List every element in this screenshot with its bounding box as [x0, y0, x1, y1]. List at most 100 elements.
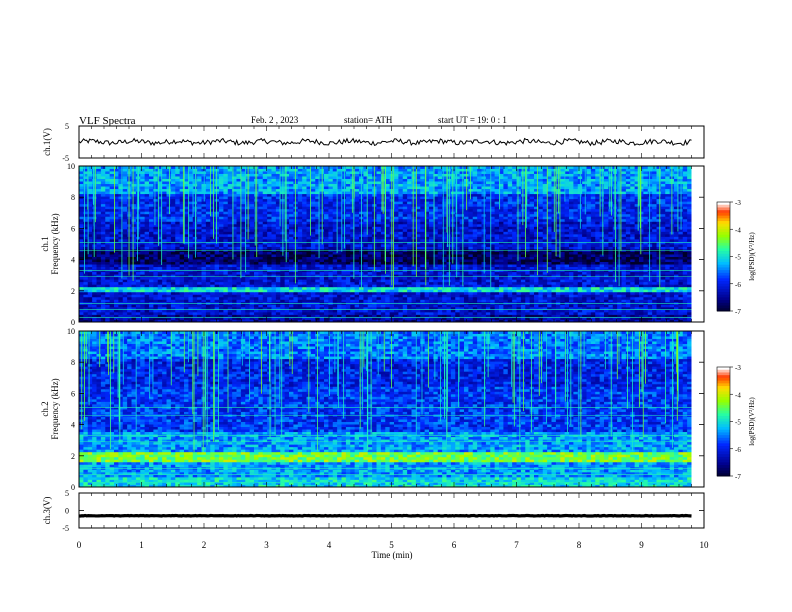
spectrogram-cell	[499, 266, 504, 270]
spectrogram-cell	[472, 276, 478, 280]
spectrogram-cell	[687, 254, 692, 257]
spectrogram-cell	[455, 311, 461, 315]
spectrogram-cell	[385, 276, 391, 280]
spectrogram-cell	[464, 304, 469, 308]
spectrogram-cell	[297, 246, 303, 250]
spectrogram-cell	[534, 304, 539, 308]
spectrogram-cell	[394, 284, 399, 288]
spectrogram-cell	[179, 276, 185, 280]
spectrogram-cell	[656, 261, 662, 265]
spectrogram-cell	[354, 286, 360, 290]
spectrogram-cell	[227, 284, 233, 288]
spectrogram-cell	[582, 238, 587, 242]
spectrogram-cell	[337, 304, 342, 308]
spectrogram-cell	[420, 266, 426, 270]
spectrogram-cell	[205, 314, 211, 318]
spectrogram-cell	[363, 244, 369, 247]
spectrogram-cell	[573, 296, 579, 300]
spectrogram-cell	[376, 264, 382, 268]
spectrogram-cell	[411, 241, 417, 245]
spectrogram-cell	[350, 259, 356, 263]
spectrogram-cell	[140, 264, 146, 268]
spectrogram-cell	[249, 233, 255, 237]
spectrogram-cell	[240, 311, 246, 315]
spectrogram-cell	[464, 286, 469, 290]
spectrogram-cell	[604, 266, 609, 270]
spectrogram-cell	[376, 241, 382, 245]
spectrogram-cell	[372, 304, 377, 308]
spectrogram-cell	[639, 236, 644, 240]
spectrogram-cell	[464, 299, 469, 303]
spectrogram-cell	[674, 286, 679, 290]
spectrogram-cell	[464, 236, 469, 240]
spectrogram-cell	[516, 264, 522, 268]
spectrogram-cell	[647, 266, 653, 270]
spectrogram-cell	[166, 311, 172, 315]
spectrogram-cell	[420, 251, 426, 255]
spectrogram-cell	[459, 264, 465, 268]
spectrogram-cell	[433, 246, 439, 250]
spectrogram-cell	[450, 271, 456, 275]
spectrogram-cell	[520, 284, 526, 288]
spectrogram-cell	[665, 314, 671, 318]
spectrogram-cell	[433, 236, 439, 240]
spectrogram-cell	[324, 309, 329, 313]
spectrogram-cell	[332, 306, 338, 310]
spectrogram-cell	[634, 238, 640, 242]
spectrogram-cell	[411, 271, 417, 275]
spectrogram-cell	[223, 259, 229, 263]
spectrogram-cell	[586, 311, 592, 315]
spectrogram-cell	[359, 309, 364, 313]
spectrogram-cell	[630, 279, 636, 283]
spectrogram-cell	[394, 304, 399, 308]
spectrogram-cell	[634, 281, 640, 285]
spectrogram-cell	[297, 274, 303, 278]
spectrogram-cell	[140, 294, 146, 298]
spectrogram-cell	[582, 246, 587, 250]
spectrogram-cell	[442, 294, 447, 298]
spectrogram-cell	[188, 254, 194, 257]
spectrogram-cell	[516, 291, 522, 295]
spectrogram-cell	[149, 233, 154, 237]
spectrogram-cell	[481, 314, 487, 318]
spectrogram-cell	[210, 314, 216, 318]
spectrogram-cell	[525, 304, 531, 308]
spectrogram-cell	[302, 271, 307, 275]
spectrogram-cell	[96, 284, 102, 288]
spectrogram-cell	[232, 299, 237, 303]
spectrogram-cell	[258, 294, 264, 298]
spectrogram-cell	[599, 281, 605, 285]
spectrogram-cell	[310, 316, 316, 320]
spectrogram-cell	[560, 238, 566, 242]
spectrogram-cell	[219, 291, 224, 295]
spectrogram-cell	[118, 259, 124, 263]
spectrogram-cell	[494, 244, 500, 247]
spectrogram-cell	[398, 309, 404, 313]
spectrogram-cell	[380, 236, 386, 240]
spectrogram-cell	[669, 286, 675, 290]
spectrogram-cell	[350, 306, 356, 310]
spectrogram-cell	[310, 244, 316, 247]
spectrogram-cell	[520, 236, 526, 240]
spectrogram-cell	[490, 266, 496, 270]
spectrogram-cell	[324, 311, 329, 315]
spectrogram-cell	[656, 306, 662, 310]
spectrogram-cell	[79, 291, 84, 295]
spectrogram-cell	[122, 256, 128, 260]
spectrogram-cell	[354, 271, 360, 275]
spectrogram-cell	[223, 256, 229, 260]
spectrogram-cell	[687, 286, 692, 290]
spectrogram-cell	[660, 311, 666, 315]
spectrogram-cell	[612, 311, 618, 315]
spectrogram-cell	[612, 284, 618, 288]
spectrogram-cell	[647, 254, 653, 257]
spectrogram-cell	[424, 294, 430, 298]
spectrogram-cell	[630, 246, 636, 250]
spectrogram-cell	[380, 311, 386, 315]
spectrogram-cell	[319, 256, 325, 260]
spectrogram-cell	[455, 251, 461, 255]
spectrogram-cell	[512, 311, 517, 315]
spectrogram-cell	[328, 241, 334, 245]
spectrogram-cell	[271, 279, 277, 283]
spectrogram-cell	[551, 256, 557, 260]
